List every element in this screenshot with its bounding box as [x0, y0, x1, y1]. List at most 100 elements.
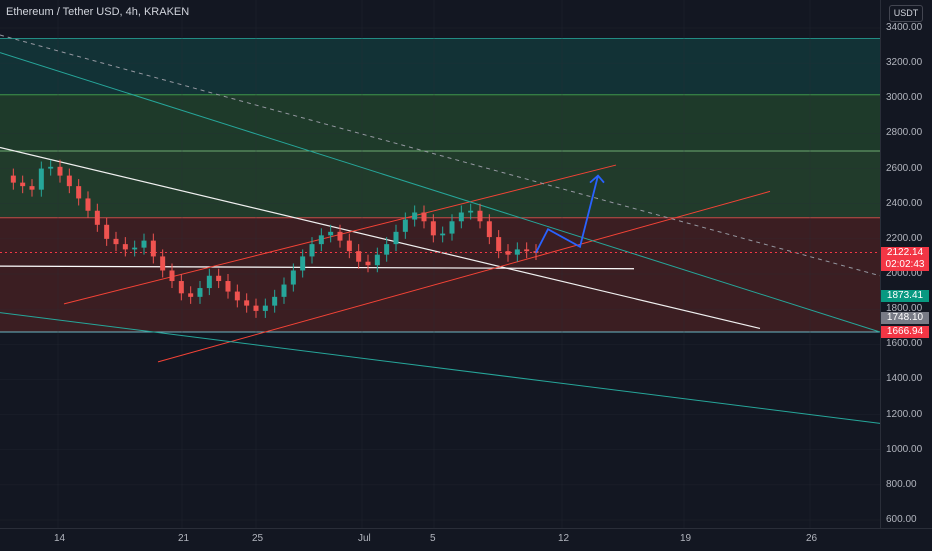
- time-tick-label: Jul: [358, 533, 371, 544]
- price-badge[interactable]: 1748.10: [881, 312, 929, 324]
- candle-body: [440, 233, 446, 236]
- countdown-label: 02:02:43: [885, 259, 925, 270]
- candle-body: [328, 231, 334, 236]
- candle-body: [160, 256, 166, 271]
- time-tick-label: 19: [680, 533, 692, 544]
- candle-body: [48, 166, 54, 169]
- projection-path[interactable]: [535, 174, 605, 253]
- candle-body: [244, 300, 250, 306]
- time-tick-label: 5: [430, 533, 436, 544]
- candle-body: [505, 251, 511, 255]
- time-tick-label: 25: [252, 533, 264, 544]
- candle-body: [384, 244, 390, 255]
- candles: [10, 159, 539, 318]
- candle-body: [290, 270, 296, 285]
- grid-lines: [0, 0, 880, 528]
- time-tick-label: 26: [806, 533, 818, 544]
- candle-body: [113, 238, 119, 245]
- price-tick-label: 1000.00: [886, 443, 923, 455]
- price-badge[interactable]: 1873.41: [881, 290, 929, 302]
- price-tick-label: 2000.00: [886, 268, 923, 279]
- descending-trendline: [0, 146, 761, 330]
- time-tick-label: 21: [178, 533, 190, 544]
- candle-body: [57, 166, 63, 176]
- candle-body: [468, 210, 474, 213]
- time-tick-label: 14: [54, 533, 66, 544]
- candle-body: [122, 244, 128, 250]
- price-tick-label: 2200.00: [886, 232, 923, 244]
- price-badge[interactable]: 2122.14 02:02:43: [881, 247, 929, 271]
- arrow-head: [589, 174, 605, 184]
- price-tick-label: 1400.00: [886, 373, 923, 385]
- candle-body: [225, 281, 231, 292]
- candle-body: [132, 247, 138, 250]
- candle-body: [300, 256, 306, 271]
- candle-body: [524, 249, 530, 252]
- price-tick-label: 3000.00: [886, 92, 923, 104]
- candle-body: [38, 168, 44, 190]
- candle-body: [496, 237, 502, 252]
- candle-body: [421, 212, 427, 222]
- candle-body: [430, 221, 436, 236]
- candle-body: [10, 175, 16, 183]
- teal-trendline: [0, 52, 881, 333]
- candle-body: [337, 231, 343, 241]
- candle-body: [178, 281, 184, 294]
- candle-body: [318, 235, 324, 245]
- price-tick-label: 3400.00: [886, 22, 923, 33]
- candle-body: [309, 244, 315, 257]
- candle-body: [169, 270, 175, 282]
- candle-body: [104, 224, 110, 239]
- candle-body: [262, 305, 268, 311]
- candle-body: [346, 240, 352, 252]
- price-zone: [0, 94, 880, 151]
- candle-body: [486, 221, 492, 238]
- projection-line: [535, 175, 599, 253]
- candle-body: [94, 210, 100, 225]
- candle-body: [449, 221, 455, 234]
- candle-body: [76, 186, 82, 199]
- candle-body: [393, 231, 399, 245]
- currency-button[interactable]: USDT: [889, 5, 923, 22]
- price-tick-label: 3200.00: [886, 57, 923, 69]
- candle-body: [85, 198, 91, 211]
- price-tick-label: 1200.00: [886, 408, 923, 420]
- price-tick-label: 600.00: [886, 514, 917, 525]
- candle-body: [356, 251, 362, 262]
- support-line: [0, 265, 635, 270]
- candle-body: [206, 275, 212, 289]
- symbol-title[interactable]: Ethereum / Tether USD, 4h, KRAKEN: [6, 6, 190, 18]
- candle-body: [412, 212, 418, 220]
- price-badge[interactable]: 1666.94: [881, 326, 929, 338]
- candle-body: [374, 254, 380, 266]
- price-tick-label: 2400.00: [886, 197, 923, 209]
- candle-body: [188, 293, 194, 297]
- price-tick-label: 1600.00: [886, 338, 923, 350]
- price-tick-label: 1800.00: [886, 303, 923, 315]
- candle-body: [402, 219, 408, 232]
- price-zones: [0, 38, 880, 333]
- candle-body: [281, 284, 287, 297]
- candle-body: [477, 210, 483, 222]
- time-axis[interactable]: [0, 528, 932, 551]
- price-zone: [0, 151, 880, 218]
- candle-body: [514, 249, 520, 255]
- candle-body: [66, 175, 72, 187]
- price-tick-label: 2800.00: [886, 127, 923, 139]
- candle-body: [197, 288, 203, 297]
- price-tick-label: 800.00: [886, 478, 917, 490]
- candle-body: [141, 240, 147, 248]
- price-zone: [0, 38, 880, 95]
- candle-body: [216, 275, 222, 282]
- candle-body: [20, 182, 26, 187]
- dashed-trendline: [0, 34, 881, 277]
- candle-body: [234, 291, 240, 301]
- candle-body: [365, 261, 371, 266]
- channel-lower-line: [157, 190, 771, 363]
- price-zone: [0, 217, 880, 332]
- candle-body: [253, 305, 259, 311]
- time-tick-label: 12: [558, 533, 570, 544]
- price-tick-label: 2600.00: [886, 162, 923, 174]
- teal-lower-trendline: [0, 312, 881, 424]
